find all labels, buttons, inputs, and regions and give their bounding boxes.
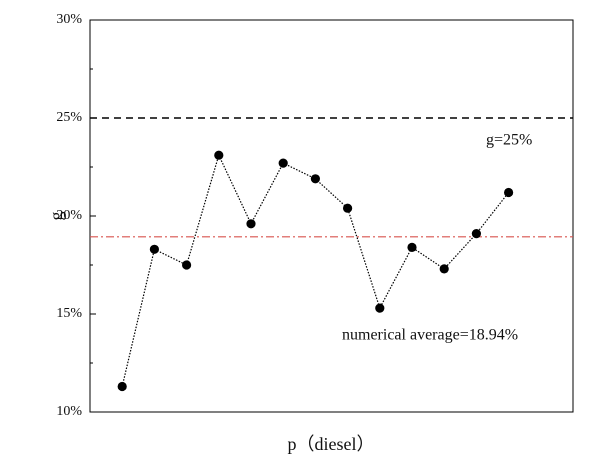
data-point	[504, 187, 514, 198]
plot-frame	[89, 19, 574, 413]
x-axis-title: p（diesel）	[288, 434, 375, 454]
data-point	[310, 174, 320, 184]
data-point	[149, 244, 159, 254]
data-point	[182, 260, 192, 270]
data-point	[375, 303, 385, 313]
data-point	[439, 264, 449, 274]
data-point	[278, 158, 288, 168]
y-axis-title: g	[46, 212, 66, 221]
threshold-label: g=25%	[486, 132, 532, 149]
data-points	[117, 150, 514, 392]
data-point	[343, 203, 353, 213]
average-label: numerical average=18.94%	[342, 327, 518, 344]
y-tick-label: 15%	[56, 306, 82, 321]
y-tick-label: 30%	[56, 12, 82, 27]
data-point	[471, 229, 481, 239]
y-axis-ticks: 10% 15% 20% 25% 30%	[56, 12, 96, 419]
y-tick-label: 10%	[56, 404, 82, 419]
data-point	[117, 381, 127, 392]
data-point	[407, 242, 417, 252]
reference-lines: g=25% numerical average=18.94%	[90, 117, 573, 344]
y-tick-label: 20%	[56, 208, 82, 223]
y-tick-label: 25%	[56, 110, 82, 125]
data-point	[246, 219, 256, 229]
series-line	[121, 153, 510, 387]
data-point	[214, 150, 224, 160]
